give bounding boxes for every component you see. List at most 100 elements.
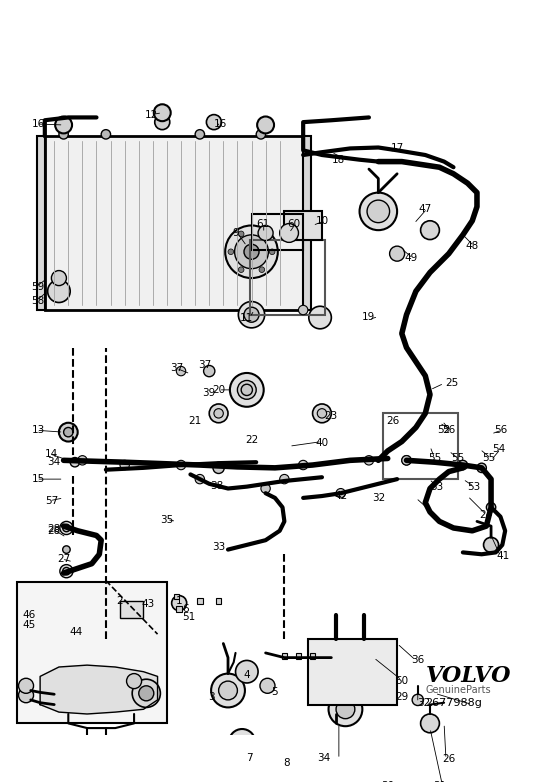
Circle shape [260, 678, 275, 694]
Circle shape [60, 522, 73, 535]
Text: 38: 38 [210, 481, 223, 490]
Circle shape [211, 673, 245, 708]
Bar [319, 755, 325, 761]
Circle shape [280, 224, 299, 242]
Bar [174, 594, 179, 599]
Bar [45, 136, 303, 310]
Text: 53: 53 [430, 482, 443, 492]
Text: 28: 28 [47, 526, 61, 536]
Circle shape [195, 130, 204, 139]
Circle shape [258, 225, 273, 241]
Text: GenuineParts: GenuineParts [426, 686, 491, 695]
Text: 19: 19 [362, 311, 376, 321]
Circle shape [412, 694, 423, 705]
Circle shape [62, 568, 70, 575]
Bar [281, 653, 287, 658]
Text: 52: 52 [437, 425, 451, 436]
Bar [383, 414, 458, 479]
Text: 34: 34 [47, 457, 61, 467]
Circle shape [139, 686, 154, 701]
Bar [250, 239, 325, 314]
Circle shape [225, 225, 278, 278]
Text: 25: 25 [445, 378, 458, 389]
Text: 35: 35 [160, 515, 174, 525]
Text: 55: 55 [451, 454, 465, 464]
Circle shape [70, 457, 80, 467]
Circle shape [55, 117, 72, 134]
Text: 22: 22 [245, 435, 258, 445]
Circle shape [336, 489, 345, 498]
Circle shape [336, 700, 355, 719]
Text: 16: 16 [214, 119, 227, 129]
Text: 14: 14 [45, 449, 58, 459]
Circle shape [259, 267, 265, 272]
Text: 26: 26 [442, 754, 455, 764]
Bar [216, 598, 222, 604]
Circle shape [309, 307, 331, 328]
Text: 50: 50 [395, 676, 408, 686]
Text: 40: 40 [315, 439, 329, 448]
Circle shape [244, 244, 259, 260]
Text: 57: 57 [45, 496, 58, 506]
Text: 51: 51 [182, 612, 195, 622]
Text: 55: 55 [483, 454, 496, 464]
Circle shape [213, 462, 224, 473]
Circle shape [203, 365, 215, 377]
Circle shape [458, 461, 468, 470]
Text: 27: 27 [57, 554, 70, 564]
Bar [310, 653, 315, 658]
Bar [251, 214, 303, 250]
Text: 13: 13 [32, 425, 45, 436]
Circle shape [228, 249, 233, 255]
Circle shape [241, 384, 252, 396]
Bar [37, 136, 45, 310]
Circle shape [238, 231, 244, 237]
Circle shape [59, 130, 68, 139]
Text: 12: 12 [144, 109, 158, 120]
Circle shape [209, 404, 228, 423]
Circle shape [176, 367, 186, 376]
Text: 32: 32 [372, 493, 385, 503]
Text: 2677988g: 2677988g [426, 698, 482, 708]
Text: 17: 17 [391, 143, 404, 153]
Text: 36: 36 [411, 655, 424, 665]
Circle shape [421, 221, 440, 239]
Circle shape [257, 117, 274, 134]
Text: 53: 53 [468, 482, 481, 492]
Text: 45: 45 [22, 619, 36, 630]
Text: 24: 24 [480, 510, 493, 520]
Circle shape [243, 386, 251, 393]
Bar [285, 211, 322, 239]
Circle shape [52, 271, 66, 285]
Circle shape [132, 680, 160, 708]
Text: 56: 56 [494, 425, 507, 436]
Text: 11: 11 [240, 313, 253, 322]
Text: 16: 16 [32, 119, 45, 129]
Circle shape [155, 115, 170, 130]
Circle shape [48, 280, 70, 303]
Text: 39: 39 [203, 388, 216, 398]
Circle shape [172, 596, 187, 611]
Circle shape [486, 503, 495, 512]
Circle shape [77, 456, 87, 465]
Bar [176, 606, 182, 612]
Text: 56: 56 [442, 425, 455, 436]
Circle shape [101, 130, 111, 139]
Text: 58: 58 [32, 296, 45, 306]
Text: 44: 44 [69, 627, 82, 637]
Circle shape [18, 678, 33, 694]
Circle shape [484, 537, 499, 552]
Circle shape [359, 192, 397, 230]
Text: 33: 33 [212, 542, 225, 552]
Polygon shape [40, 665, 158, 714]
Text: 20: 20 [212, 385, 225, 395]
Circle shape [421, 714, 440, 733]
Text: 4: 4 [244, 669, 250, 680]
Bar [17, 583, 167, 723]
Text: 5: 5 [272, 687, 278, 698]
Text: 28: 28 [47, 524, 61, 534]
Circle shape [402, 456, 411, 465]
Text: 8: 8 [283, 758, 289, 768]
Circle shape [229, 729, 255, 755]
Bar [120, 601, 144, 618]
